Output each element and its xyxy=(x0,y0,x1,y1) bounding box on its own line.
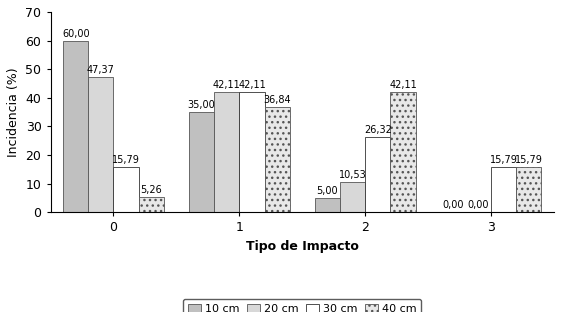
X-axis label: Tipo de Impacto: Tipo de Impacto xyxy=(246,240,358,253)
Text: 60,00: 60,00 xyxy=(62,29,90,39)
Text: 35,00: 35,00 xyxy=(188,100,215,110)
Text: 5,00: 5,00 xyxy=(316,186,338,196)
Bar xyxy=(113,167,139,212)
Bar xyxy=(240,92,265,212)
Text: 42,11: 42,11 xyxy=(238,80,266,90)
Bar xyxy=(189,112,214,212)
Bar xyxy=(390,92,416,212)
Text: 42,11: 42,11 xyxy=(389,80,417,90)
Text: 36,84: 36,84 xyxy=(263,95,291,105)
Text: 5,26: 5,26 xyxy=(140,185,162,195)
Text: 15,79: 15,79 xyxy=(112,155,140,165)
Text: 0,00: 0,00 xyxy=(468,200,489,210)
Bar xyxy=(340,182,365,212)
Bar xyxy=(139,197,164,212)
Bar xyxy=(516,167,541,212)
Bar xyxy=(88,77,113,212)
Bar xyxy=(491,167,516,212)
Bar xyxy=(315,198,340,212)
Text: 26,32: 26,32 xyxy=(364,125,392,135)
Text: 15,79: 15,79 xyxy=(515,155,543,165)
Text: 0,00: 0,00 xyxy=(443,200,464,210)
Bar xyxy=(214,92,240,212)
Text: 42,11: 42,11 xyxy=(213,80,241,90)
Bar xyxy=(265,107,289,212)
Text: 47,37: 47,37 xyxy=(87,65,115,75)
Text: 15,79: 15,79 xyxy=(490,155,518,165)
Legend: 10 cm, 20 cm, 30 cm, 40 cm: 10 cm, 20 cm, 30 cm, 40 cm xyxy=(183,299,421,312)
Bar xyxy=(365,137,390,212)
Text: 10,53: 10,53 xyxy=(339,170,366,180)
Y-axis label: Incidencia (%): Incidencia (%) xyxy=(7,67,20,157)
Bar xyxy=(63,41,88,212)
